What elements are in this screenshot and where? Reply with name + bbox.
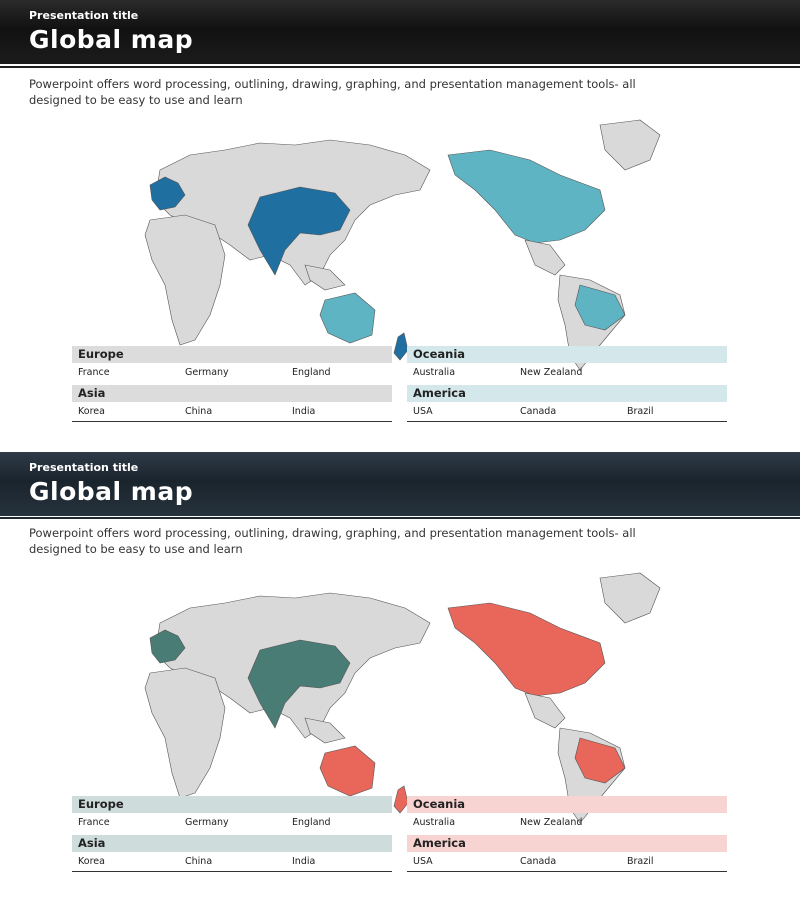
country-cell: Germany [185,367,229,378]
europe-table: Europe France Germany England [72,346,392,382]
oceania-row: Australia New Zealand [407,813,727,832]
country-cell: Canada [520,406,557,417]
country-cell: Canada [520,856,557,867]
america-row: USA Canada Brazil [407,852,727,872]
world-map [144,119,661,371]
oceania-table: Oceania Australia New Zealand [407,346,727,382]
europe-row: France Germany England [72,363,392,382]
australia-highlight [319,292,376,344]
description: Powerpoint offers word processing, outli… [29,77,636,107]
oceania-header: Oceania [407,796,727,813]
country-cell: New Zealand [520,367,583,378]
country-cell: Germany [185,817,229,828]
slide-header: Presentation title Global map [0,452,800,516]
america-table: America USA Canada Brazil [407,385,727,422]
europe-header: Europe [72,796,392,813]
north-america-highlight [447,602,606,697]
world-map [144,572,661,824]
country-cell: Korea [78,406,105,417]
asia-row: Korea China India [72,402,392,422]
africa-landmass [144,214,226,346]
country-cell: England [292,817,331,828]
america-table: America USA Canada Brazil [407,835,727,872]
asia-table: Asia Korea China India [72,385,392,422]
country-cell: France [78,367,110,378]
slide-separator [0,450,800,452]
country-cell: England [292,367,331,378]
country-cell: USA [413,406,433,417]
slide-header: Presentation title Global map [0,0,800,64]
page-title: Global map [29,477,194,506]
description: Powerpoint offers word processing, outli… [29,526,636,556]
header-divider [0,66,800,68]
asia-row: Korea China India [72,852,392,872]
oceania-header: Oceania [407,346,727,363]
north-america-highlight [447,149,606,244]
country-cell: New Zealand [520,817,583,828]
brazil-highlight [574,284,626,331]
central-america-landmass [524,692,566,729]
slide-1: Presentation title Global map Powerpoint… [0,0,800,422]
asia-highlight [247,186,351,276]
oceania-table: Oceania Australia New Zealand [407,796,727,832]
asia-table: Asia Korea China India [72,835,392,872]
country-cell: India [292,856,316,867]
europe-header: Europe [72,346,392,363]
newzealand-highlight [393,785,409,814]
brazil-highlight [574,737,626,784]
country-cell: India [292,406,316,417]
newzealand-highlight [393,332,409,361]
america-header: America [407,385,727,402]
africa-landmass [144,667,226,799]
europe-highlight [149,629,186,664]
presentation-title: Presentation title [29,9,139,22]
country-cell: USA [413,856,433,867]
america-header: America [407,835,727,852]
country-cell: France [78,817,110,828]
slide-2: Presentation title Global map Powerpoint… [0,450,800,900]
oceania-row: Australia New Zealand [407,363,727,382]
europe-table: Europe France Germany England [72,796,392,832]
australia-highlight [319,745,376,797]
america-row: USA Canada Brazil [407,402,727,422]
presentation-title: Presentation title [29,461,139,474]
sea-islands [304,264,346,291]
country-cell: Brazil [627,856,654,867]
country-cell: China [185,406,213,417]
country-cell: Korea [78,856,105,867]
country-cell: Brazil [627,406,654,417]
asia-header: Asia [72,385,392,402]
europe-row: France Germany England [72,813,392,832]
central-america-landmass [524,239,566,276]
header-divider [0,517,800,519]
page-title: Global map [29,25,194,54]
country-cell: China [185,856,213,867]
asia-highlight [247,639,351,729]
country-cell: Australia [413,367,456,378]
greenland-landmass [599,572,661,624]
europe-highlight [149,176,186,211]
sea-islands [304,717,346,744]
asia-header: Asia [72,835,392,852]
country-cell: Australia [413,817,456,828]
greenland-landmass [599,119,661,171]
